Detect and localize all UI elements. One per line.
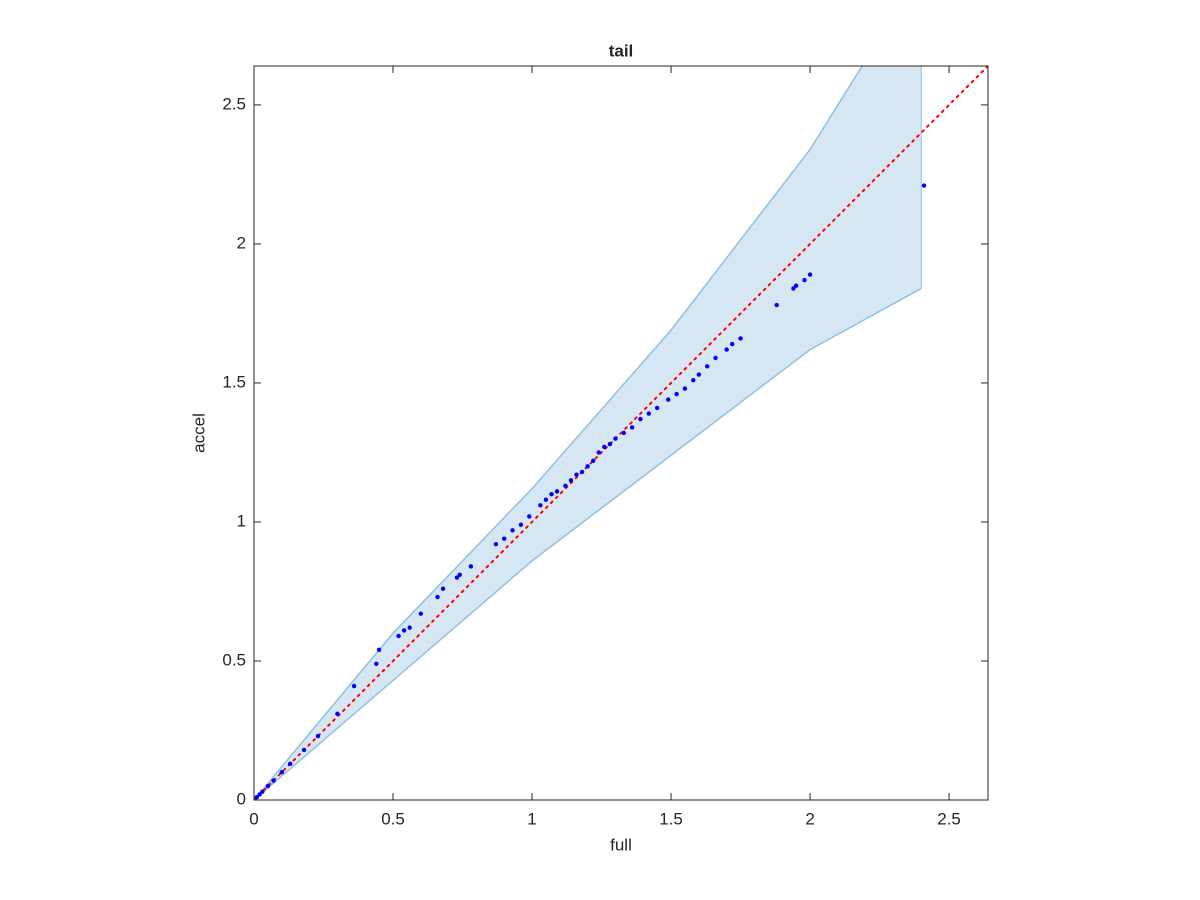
scatter-point xyxy=(407,625,412,630)
scatter-point xyxy=(351,683,357,689)
scatter-point xyxy=(802,277,807,283)
scatter-point xyxy=(613,436,618,441)
scatter-point xyxy=(376,647,382,653)
scatter-point xyxy=(590,458,596,464)
scatter-point xyxy=(774,302,779,308)
scatter-point xyxy=(257,792,262,797)
scatter-point xyxy=(579,469,585,475)
scatter-point xyxy=(704,364,710,369)
scatter-point xyxy=(638,416,643,422)
x-tick-label: 0 xyxy=(249,809,258,828)
scatter-point xyxy=(654,405,660,411)
y-axis-label: accel xyxy=(189,413,208,453)
plot-area xyxy=(254,66,988,800)
scatter-point xyxy=(607,441,613,447)
scatter-point xyxy=(646,411,652,416)
scatter-point xyxy=(440,586,446,591)
scatter-point xyxy=(260,789,265,794)
y-tick-label: 2.5 xyxy=(222,94,246,113)
scatter-point xyxy=(549,491,554,497)
scatter-point xyxy=(791,286,796,291)
scatter-point xyxy=(724,347,729,352)
scatter-point xyxy=(527,514,532,519)
scatter-point xyxy=(301,747,307,753)
y-tick-label: 0.5 xyxy=(222,650,246,669)
scatter-point xyxy=(435,594,440,600)
y-tick-label: 1.5 xyxy=(222,372,246,391)
scatter-point xyxy=(921,183,927,188)
x-tick-label: 1 xyxy=(527,809,536,828)
scatter-point xyxy=(271,778,276,783)
scatter-point xyxy=(666,397,671,402)
scatter-point xyxy=(510,528,515,533)
band-lower-edge xyxy=(254,287,922,800)
scatter-point xyxy=(596,450,601,455)
scatter-point xyxy=(691,377,696,383)
scatter-point xyxy=(468,564,474,569)
y-tick-label: 1 xyxy=(237,511,246,530)
scatter-point xyxy=(568,478,574,483)
scatter-point xyxy=(457,572,462,577)
band-upper-edge xyxy=(254,66,864,800)
scatter-point xyxy=(585,464,590,469)
scatter-point xyxy=(254,795,259,800)
scatter-point xyxy=(574,472,579,477)
x-tick-label: 2 xyxy=(805,809,814,828)
scatter-point xyxy=(696,372,702,377)
scatter-point xyxy=(713,355,718,361)
reference-line xyxy=(254,66,988,800)
scatter-point xyxy=(374,661,379,666)
scatter-point xyxy=(335,711,340,717)
scatter-point xyxy=(602,444,607,450)
x-tick-label: 0.5 xyxy=(381,809,405,828)
scatter-point xyxy=(554,489,560,494)
confidence-band xyxy=(254,66,922,800)
scatter-point xyxy=(682,386,688,391)
x-tick-label: 1.5 xyxy=(659,809,683,828)
scatter-point xyxy=(629,425,635,430)
scatter-point xyxy=(563,483,568,489)
scatter-point xyxy=(418,611,424,616)
scatter-point xyxy=(396,633,401,639)
scatter-point xyxy=(674,391,679,397)
scatter-point xyxy=(543,497,549,502)
axes-box xyxy=(253,65,989,801)
x-tick-label: 2.5 xyxy=(937,809,961,828)
scatter-point xyxy=(738,336,743,341)
scatter-point xyxy=(793,283,799,288)
scatter-point xyxy=(807,272,813,277)
scatter-point xyxy=(730,341,735,347)
scatter-point xyxy=(538,503,543,508)
x-axis-label: full xyxy=(610,835,632,854)
scatter-point xyxy=(454,575,460,580)
scatter-point xyxy=(502,536,507,541)
scatter-point xyxy=(621,430,626,436)
scatter-point xyxy=(401,628,407,633)
scatter-point xyxy=(279,769,285,775)
scatter-point xyxy=(493,542,499,547)
scatter-point xyxy=(518,522,524,527)
scatter-point xyxy=(265,783,271,789)
chart-title: tail xyxy=(609,41,634,60)
scatter-point xyxy=(315,733,321,739)
scatter-point xyxy=(287,761,293,767)
y-tick-label: 2 xyxy=(237,233,246,252)
y-tick-label: 0 xyxy=(237,789,246,808)
